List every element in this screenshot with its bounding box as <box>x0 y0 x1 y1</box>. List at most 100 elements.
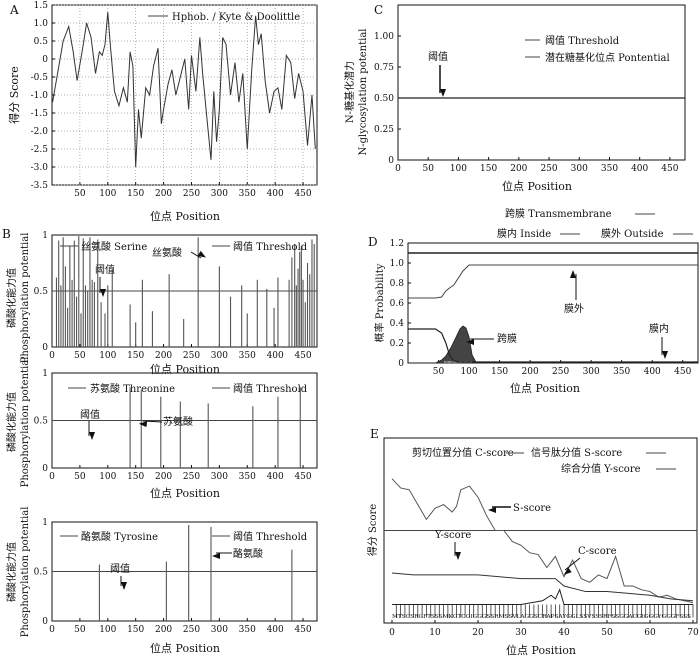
x-tick-label: 50 <box>433 367 445 377</box>
y-tick-label: 0 <box>388 156 394 166</box>
panel-b-serine-legend: 丝氨酸 Serine 阈值 Threshold <box>60 240 308 253</box>
x-tick-label: 350 <box>239 472 256 482</box>
x-tick-label: 50 <box>74 625 86 635</box>
panel-e-legend-c-label: 剪切位置分值 C-score <box>412 446 514 459</box>
y-tick-label: 1.0 <box>390 259 405 269</box>
y-tick-label: -0.5 <box>31 73 49 83</box>
panel-a-legend: Hphob. / Kyte & Doolittle <box>148 12 300 23</box>
x-tick-label: 350 <box>601 164 618 174</box>
x-tick-label: 20 <box>472 628 484 638</box>
panel-d-ylabel: 概率 Probability <box>373 263 386 342</box>
y-tick-label: 0.25 <box>374 125 394 135</box>
panel-c-legend: 阈值 Threshold 潜在糖基化位点 Pontential <box>525 34 670 64</box>
x-tick-label: 50 <box>422 164 434 174</box>
panel-a-chart: 50 100 150 200 250 300 350 400 450 -3.5 -3.0 -2.5 -2… <box>31 1 318 199</box>
panel-b-threonine-legend: 苏氨酸 Threonine 阈值 Threshold <box>68 382 308 395</box>
panel-c-ann-threshold: 阈值 <box>428 50 448 63</box>
x-tick-label: 400 <box>631 164 648 174</box>
y-tick-label: 0 <box>398 359 404 369</box>
x-tick-label: 300 <box>583 367 600 377</box>
panel-b-tyrosine-legend: 酪氨酸 Tyrosine 阈值 Threshold <box>60 530 308 543</box>
panel-b-threonine-xlabel: 位点 Position <box>150 486 220 500</box>
panel-c-letter: C <box>374 3 383 17</box>
x-tick-label: 200 <box>155 625 172 635</box>
x-tick-label: 50 <box>74 189 86 199</box>
x-tick-label: 450 <box>674 367 691 377</box>
panel-b-serine-ylabel-en: Phosphorylation potential <box>20 233 31 364</box>
y-tick-label: 1.2 <box>390 239 404 249</box>
panel-c-chart: 0 50 100 150 200 250 300 350 400 450 0 0.25 0.50 0.75… <box>374 4 686 174</box>
panel-b-threonine-ann-thr: 苏氨酸 <box>163 415 193 428</box>
x-tick-label: 60 <box>644 628 656 638</box>
x-tick-label: 250 <box>183 351 200 361</box>
panel-d-ann-in: 膜内 <box>649 322 669 335</box>
inside-series-line <box>408 328 698 363</box>
y-tick-label: 0.5 <box>34 568 49 578</box>
x-tick-label: 250 <box>552 367 569 377</box>
panel-e-legend: 剪切位置分值 C-score 信号肽分值 S-score 综合分值 Y-scor… <box>412 446 676 475</box>
sequence-label: MTSCSRGFTSSSMKGTCGIGGGSSRMSSVLAGGSCRAPSA… <box>392 614 691 620</box>
y-tick-label: -2.5 <box>31 145 49 155</box>
x-tick-label: 0 <box>49 625 55 635</box>
y-tick-label: 1 <box>42 518 48 528</box>
x-tick-label: 400 <box>267 351 284 361</box>
x-tick-label: 0 <box>395 164 401 174</box>
panel-d-legend: 跨膜 Transmembrane 膜内 Inside 膜外 Outside <box>497 208 693 240</box>
y-tick-label: 1.5 <box>34 1 49 11</box>
panel-c-ylabel-en: N-glycosylation potential <box>358 29 369 156</box>
x-tick-label: 100 <box>450 164 467 174</box>
y-tick-label: 0.2 <box>390 339 404 349</box>
x-tick-label: 300 <box>211 472 228 482</box>
x-tick-label: 40 <box>558 628 570 638</box>
x-tick-label: 100 <box>99 472 116 482</box>
panel-d-chart: 50 100 150 200 250 300 350 400 450 0 0.2 0.4 0.6 0.8 1… <box>390 239 699 377</box>
x-tick-label: 0 <box>49 351 55 361</box>
panel-d-ann-out: 膜外 <box>564 303 584 315</box>
panel-b-tyrosine-ylabel-cn: 磷酸化能力值 <box>5 542 18 602</box>
x-tick-label: 300 <box>211 351 228 361</box>
panel-e-ann-s: S-score <box>513 503 551 514</box>
x-tick-label: 400 <box>644 367 661 377</box>
panel-b-serine-ann-serine-arrow <box>190 250 206 259</box>
y-tick-label: 0 <box>42 55 48 65</box>
y-score-line <box>391 572 694 602</box>
panel-b-tyrosine-ann-tyr: 酪氨酸 <box>233 547 263 560</box>
panel-b-tyrosine-xlabel: 位点 Position <box>150 641 220 655</box>
x-tick-label: 0 <box>389 628 395 638</box>
x-tick-label: 400 <box>267 189 284 199</box>
panel-b-serine-legend-label: 丝氨酸 Serine <box>81 240 147 253</box>
y-tick-label: -3.5 <box>31 181 49 191</box>
y-tick-label: 0.75 <box>374 63 394 73</box>
panel-b-threonine-ann-thr-arrow <box>138 420 163 428</box>
panel-b-tyrosine-legend-label: 酪氨酸 Tyrosine <box>81 530 158 543</box>
hydrophobicity-series-line <box>52 12 316 168</box>
panel-b-serine-chart: 0 50 100 150 200 250 300 350 400 450 0 0.5 1 <box>34 231 318 361</box>
panel-b-threonine-ylabel-cn: 磷酸化能力值 <box>5 392 18 452</box>
x-tick-label: 10 <box>429 628 441 638</box>
x-tick-label: 350 <box>239 189 256 199</box>
panel-d-xlabel: 位点 Position <box>510 381 580 395</box>
panel-e-legend-s-label: 信号肽分值 S-score <box>531 446 622 459</box>
panel-b-tyrosine-chart: 0 50 100 150 200 250 300 350 400 450 0 0.5 1 <box>34 518 318 635</box>
panel-e-ann-c-arrow <box>563 557 581 575</box>
x-tick-label: 100 <box>99 189 116 199</box>
x-tick-label: 30 <box>515 628 527 638</box>
x-tick-label: 450 <box>661 164 678 174</box>
x-tick-label: 200 <box>155 351 172 361</box>
y-tick-label: 0.8 <box>390 279 405 289</box>
panel-b-serine-threshold-legend-label: 阈值 Threshold <box>233 240 308 253</box>
x-tick-label: 100 <box>99 351 116 361</box>
s-score-line <box>391 478 694 604</box>
x-tick-label: 150 <box>480 164 497 174</box>
y-tick-label: 0 <box>42 343 48 353</box>
y-tick-label: 1 <box>42 231 48 241</box>
panel-b-tyrosine-ylabel-en: Phosphorylation potential <box>20 507 31 638</box>
panel-e-legend-y-label: 综合分值 Y-score <box>561 462 641 475</box>
panel-b-threonine-chart: 0 50 100 150 200 250 300 350 400 450 0 0.5 1 <box>34 369 318 482</box>
panel-a-letter: A <box>9 3 19 17</box>
panel-b-serine-ann-serine: 丝氨酸 <box>152 246 182 259</box>
x-tick-label: 450 <box>294 351 311 361</box>
panel-b-letter: B <box>2 227 11 241</box>
x-tick-label: 150 <box>127 625 144 635</box>
x-tick-label: 150 <box>127 351 144 361</box>
